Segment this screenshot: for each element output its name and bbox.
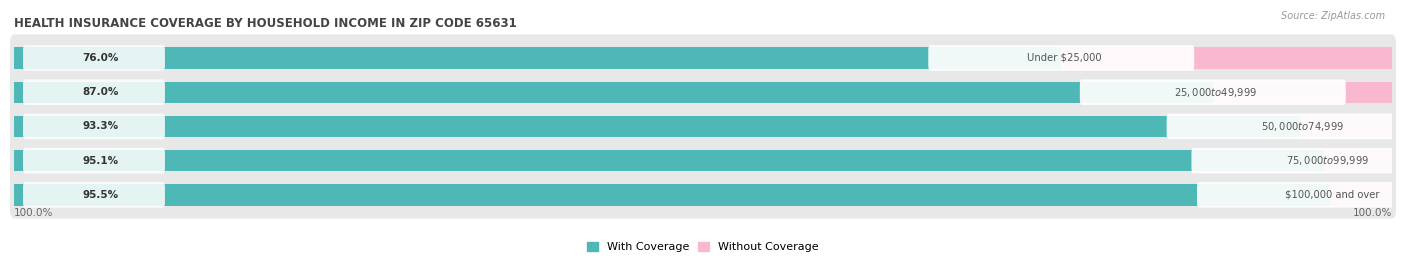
Text: $75,000 to $99,999: $75,000 to $99,999 <box>1285 154 1369 167</box>
Text: 87.0%: 87.0% <box>83 87 120 97</box>
Bar <box>14 150 1324 171</box>
FancyBboxPatch shape <box>1197 182 1406 208</box>
Text: $50,000 to $74,999: $50,000 to $74,999 <box>1261 120 1344 133</box>
Legend: With Coverage, Without Coverage: With Coverage, Without Coverage <box>582 237 824 256</box>
FancyBboxPatch shape <box>22 45 165 71</box>
Text: $100,000 and over: $100,000 and over <box>1285 190 1379 200</box>
Bar <box>14 47 1062 69</box>
FancyBboxPatch shape <box>10 69 1396 116</box>
FancyBboxPatch shape <box>10 171 1396 218</box>
Bar <box>14 82 1213 103</box>
FancyBboxPatch shape <box>22 148 165 174</box>
FancyBboxPatch shape <box>10 137 1396 184</box>
FancyBboxPatch shape <box>1080 79 1346 105</box>
Text: 76.0%: 76.0% <box>83 53 120 63</box>
FancyBboxPatch shape <box>22 182 165 208</box>
Bar <box>14 184 1330 206</box>
FancyBboxPatch shape <box>928 45 1194 71</box>
FancyBboxPatch shape <box>1191 148 1406 174</box>
Text: HEALTH INSURANCE COVERAGE BY HOUSEHOLD INCOME IN ZIP CODE 65631: HEALTH INSURANCE COVERAGE BY HOUSEHOLD I… <box>14 17 517 30</box>
Bar <box>1330 184 1392 206</box>
FancyBboxPatch shape <box>22 114 165 139</box>
Text: 95.1%: 95.1% <box>83 156 120 166</box>
FancyBboxPatch shape <box>10 34 1396 82</box>
FancyBboxPatch shape <box>22 79 165 105</box>
Bar <box>1062 47 1392 69</box>
Bar <box>14 116 1299 137</box>
Text: 100.0%: 100.0% <box>1353 208 1392 218</box>
FancyBboxPatch shape <box>1167 114 1406 139</box>
Text: $25,000 to $49,999: $25,000 to $49,999 <box>1174 86 1257 99</box>
Text: 93.3%: 93.3% <box>83 121 120 132</box>
Bar <box>1324 150 1392 171</box>
Text: 95.5%: 95.5% <box>83 190 120 200</box>
Text: 100.0%: 100.0% <box>14 208 53 218</box>
Bar <box>1213 82 1392 103</box>
Text: Source: ZipAtlas.com: Source: ZipAtlas.com <box>1281 11 1385 21</box>
FancyBboxPatch shape <box>10 103 1396 150</box>
Text: Under $25,000: Under $25,000 <box>1026 53 1101 63</box>
Bar <box>1299 116 1392 137</box>
